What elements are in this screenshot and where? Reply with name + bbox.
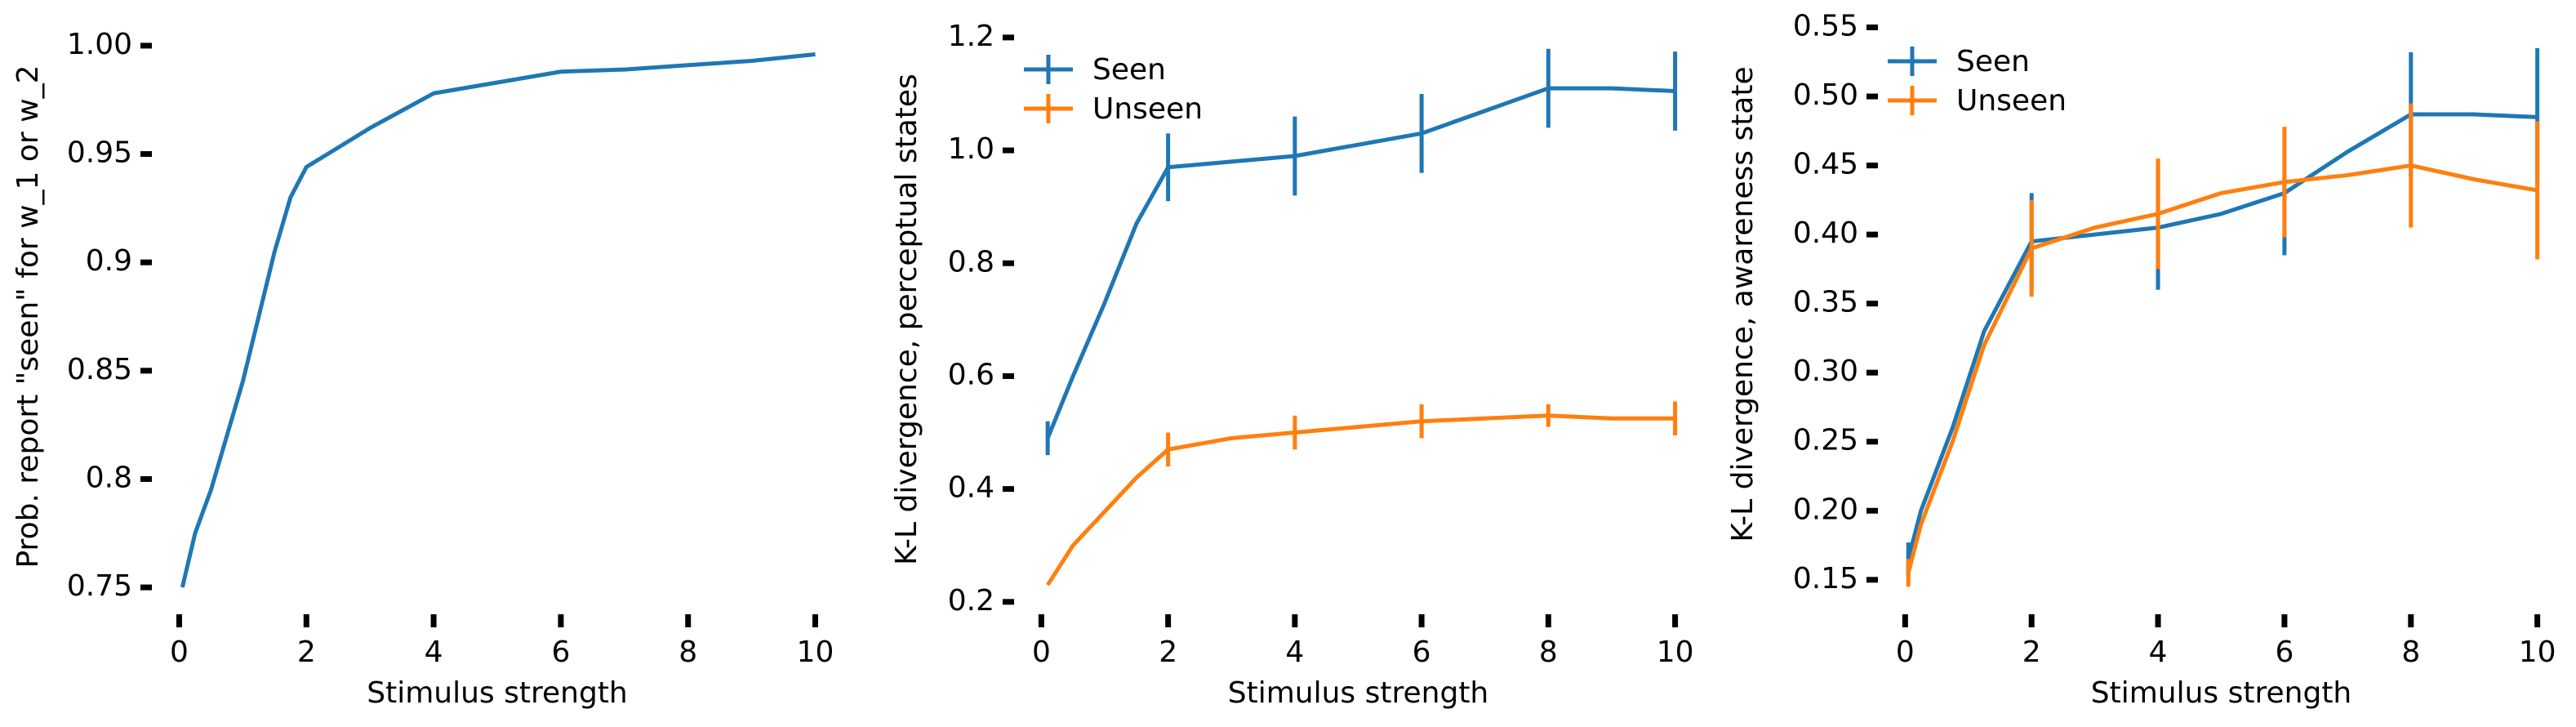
y-tick-label: 0.25: [1793, 424, 1858, 457]
x-tick-label: 8: [2401, 636, 2420, 669]
x-tick-label: 6: [1413, 636, 1431, 669]
y-tick-label: 0.45: [1793, 148, 1858, 181]
y-tick-label: 0.35: [1793, 286, 1858, 319]
series-line: [1906, 163, 2538, 573]
x-tick-label: 2: [2022, 636, 2041, 669]
x-tick-label: 6: [2275, 636, 2293, 669]
x-axis-label: Stimulus strength: [367, 676, 628, 710]
y-tick-label: 0.9: [86, 244, 132, 278]
series-line: [1046, 413, 1675, 587]
x-tick-label: 4: [2149, 636, 2168, 669]
x-tick-label: 8: [1539, 636, 1558, 669]
x-tick-label: 0: [170, 636, 189, 669]
y-tick-label: 0.55: [1793, 10, 1858, 43]
y-tick-label: 1.00: [67, 28, 132, 61]
x-tick-label: 10: [797, 636, 834, 669]
x-tick-label: 10: [2519, 636, 2556, 669]
y-tick-label: 0.15: [1793, 562, 1858, 595]
y-tick-label: 0.8: [86, 461, 132, 494]
legend-label: Unseen: [1092, 92, 1203, 126]
y-tick-label: 0.4: [948, 471, 994, 505]
x-axis-label: Stimulus strength: [1228, 676, 1489, 710]
series-line: [1045, 86, 1675, 439]
x-tick-label: 4: [425, 636, 443, 669]
x-tick-label: 8: [678, 636, 697, 669]
legend-label: Unseen: [1956, 84, 2067, 118]
y-tick-label: 0.50: [1793, 78, 1858, 112]
y-tick-label: 0.95: [67, 136, 132, 170]
x-tick-label: 10: [1657, 636, 1694, 669]
y-axis-label: K-L divergence, awareness state: [1726, 66, 1760, 542]
y-tick-label: 1.0: [948, 132, 994, 166]
x-tick-label: 0: [1896, 636, 1915, 669]
y-tick-label: 0.2: [948, 584, 994, 618]
x-tick-label: 0: [1032, 636, 1051, 669]
x-tick-label: 2: [1159, 636, 1177, 669]
series-line: [180, 52, 816, 588]
y-axis-label: Prob. report "seen" for w_1 or w_2: [11, 65, 45, 568]
x-tick-label: 6: [551, 636, 570, 669]
x-tick-label: 2: [297, 636, 316, 669]
legend-label: Seen: [1092, 53, 1166, 87]
y-tick-label: 0.20: [1793, 493, 1858, 526]
x-tick-label: 4: [1285, 636, 1304, 669]
y-tick-label: 0.75: [67, 569, 132, 603]
y-tick-label: 0.30: [1793, 355, 1858, 388]
y-tick-label: 0.8: [948, 245, 994, 279]
y-tick-label: 0.40: [1793, 216, 1858, 250]
y-tick-label: 0.85: [67, 353, 132, 386]
series-line: [1906, 112, 2538, 560]
y-axis-label: K-L divergence, perceptual states: [890, 74, 923, 565]
x-axis-label: Stimulus strength: [2091, 676, 2352, 710]
legend-label: Seen: [1956, 45, 2030, 78]
y-tick-label: 0.6: [948, 358, 994, 391]
y-tick-label: 1.2: [948, 20, 994, 53]
